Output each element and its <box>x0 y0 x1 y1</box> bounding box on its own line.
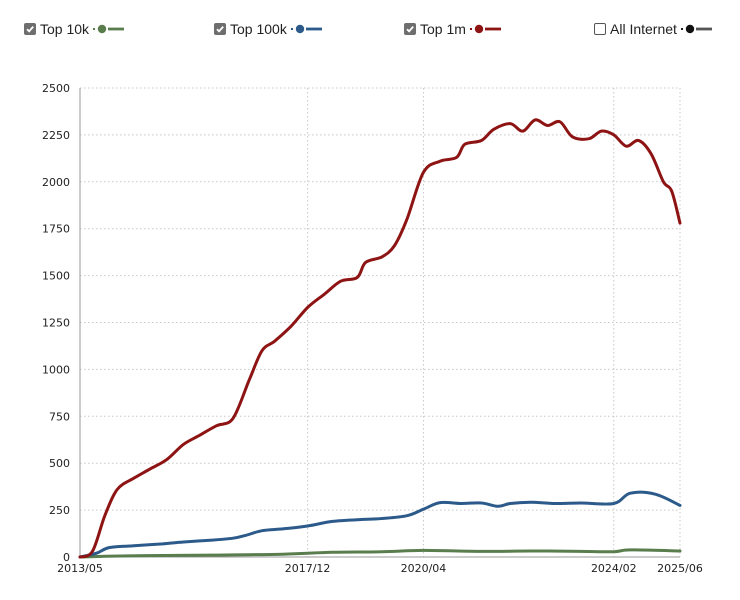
legend-label: Top 100k <box>230 21 287 37</box>
line-dot-swatch-icon <box>290 24 322 34</box>
y-tick-label: 1750 <box>42 223 70 236</box>
legend-label: All Internet <box>610 21 677 37</box>
x-tick-label: 2013/05 <box>57 562 103 575</box>
legend-item-top-1m[interactable]: Top 1m <box>404 21 502 37</box>
x-tick-label: 2024/02 <box>591 562 637 575</box>
y-tick-label: 1250 <box>42 317 70 330</box>
legend: Top 10k Top 100k Top 1m All Interne <box>0 0 740 60</box>
checkbox-unchecked-icon[interactable] <box>594 23 606 35</box>
y-tick-label: 1500 <box>42 270 70 283</box>
y-tick-label: 250 <box>49 504 70 517</box>
x-tick-label: 2020/04 <box>401 562 447 575</box>
y-tick-label: 500 <box>49 457 70 470</box>
x-tick-label: 2017/12 <box>285 562 331 575</box>
y-tick-label: 2250 <box>42 129 70 142</box>
checkbox-checked-icon[interactable] <box>24 23 36 35</box>
legend-item-top-10k[interactable]: Top 10k <box>24 21 125 37</box>
series-line-top-10k <box>78 548 682 559</box>
x-tick-label: 2025/06 <box>657 562 703 575</box>
checkbox-checked-icon[interactable] <box>404 23 416 35</box>
series-line-top-1m <box>78 118 682 559</box>
checkbox-checked-icon[interactable] <box>214 23 226 35</box>
legend-item-all-internet[interactable]: All Internet <box>594 21 713 37</box>
line-dot-swatch-icon <box>680 24 712 34</box>
legend-item-top-100k[interactable]: Top 100k <box>214 21 323 37</box>
legend-label: Top 10k <box>40 21 90 37</box>
y-tick-label: 0 <box>63 551 70 564</box>
line-dot-swatch-icon <box>93 24 125 34</box>
y-tick-label: 750 <box>49 410 70 423</box>
series-line-top-100k <box>78 490 682 559</box>
y-tick-label: 1000 <box>42 363 70 376</box>
y-tick-label: 2000 <box>42 176 70 189</box>
line-dot-swatch-icon <box>469 24 501 34</box>
legend-label: Top 1m <box>420 21 466 37</box>
y-tick-label: 2500 <box>42 82 70 95</box>
